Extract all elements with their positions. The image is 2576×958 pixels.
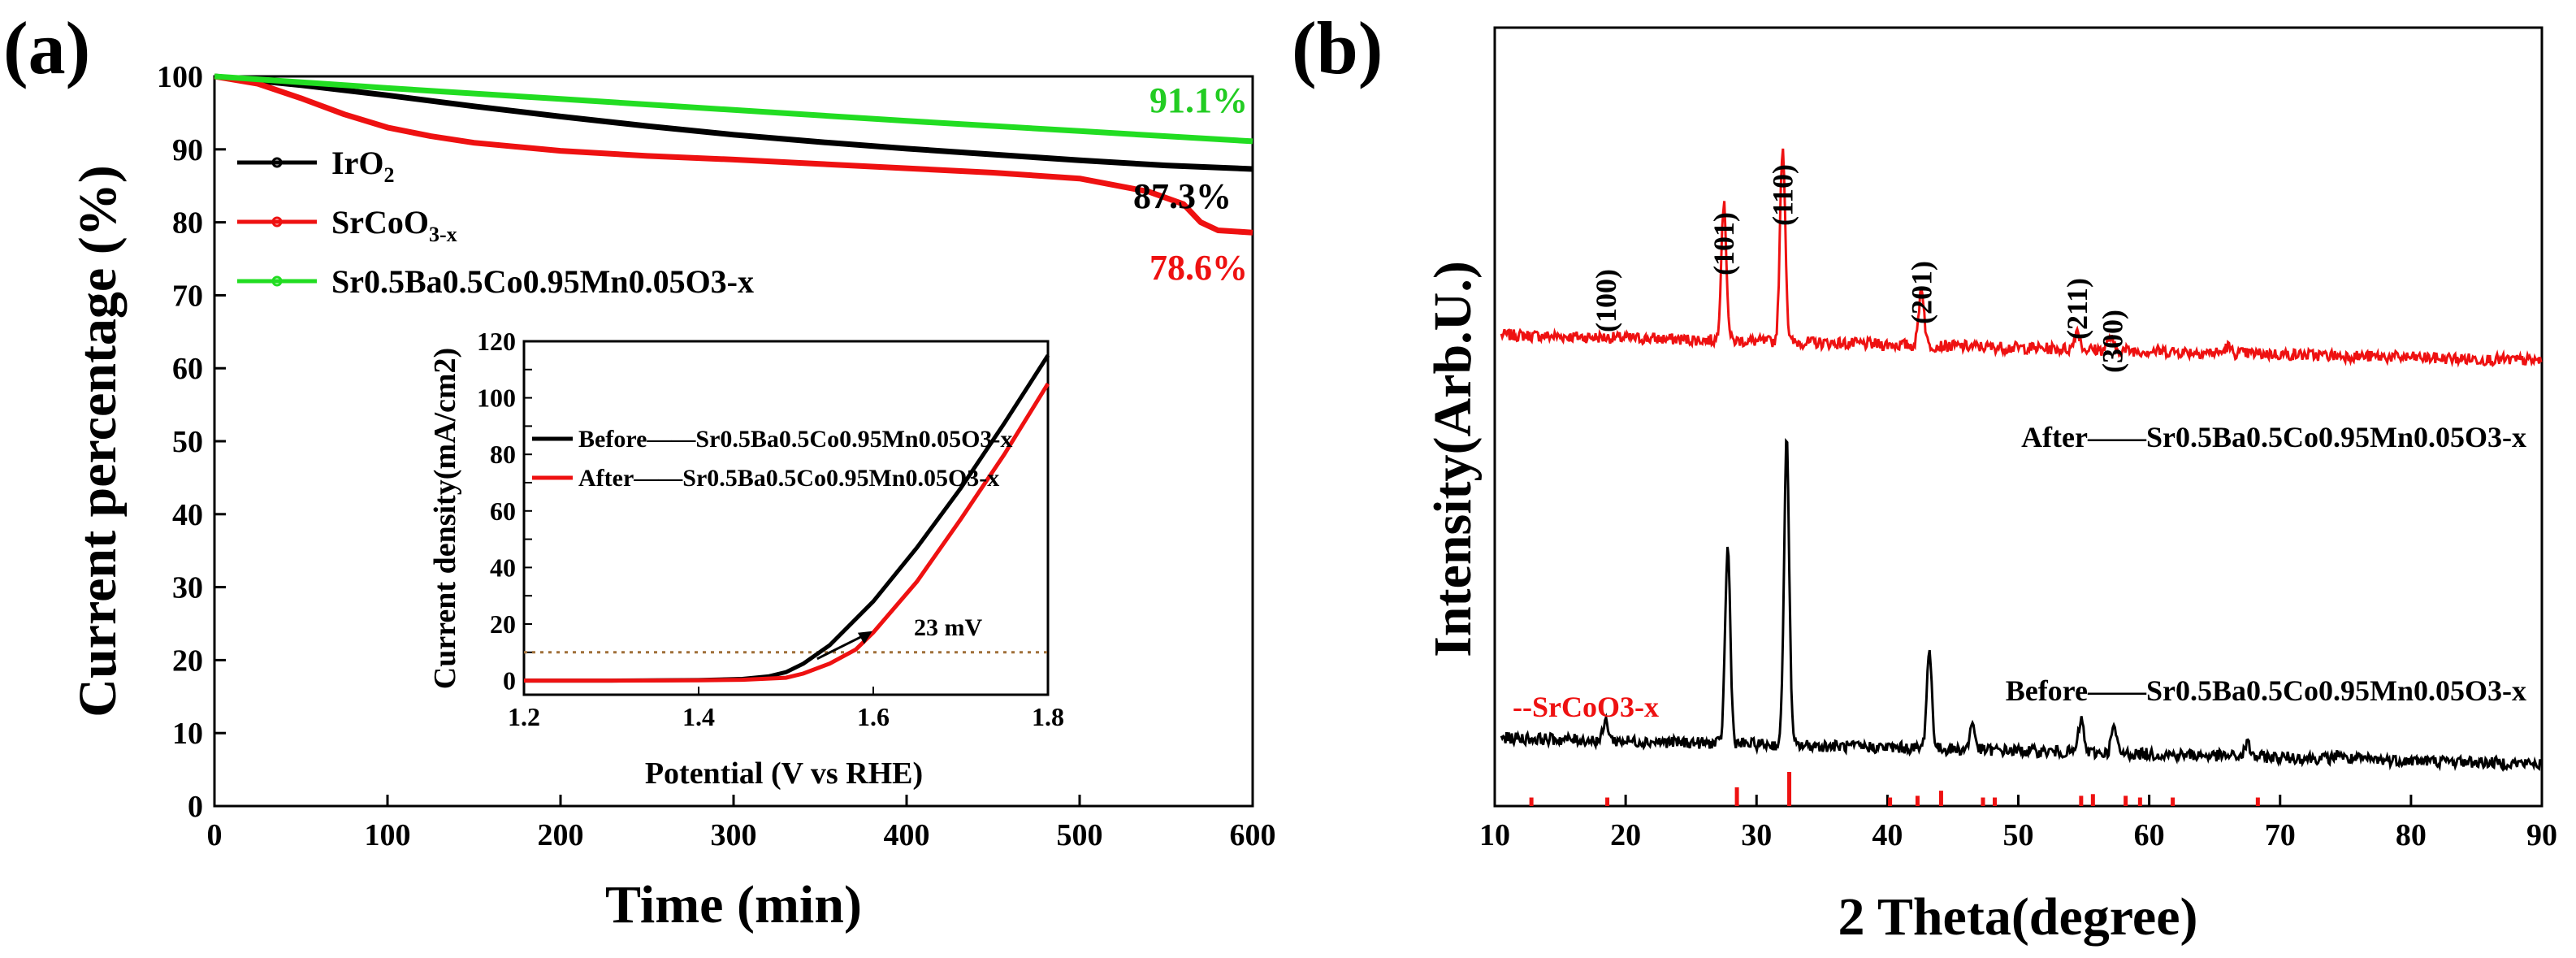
peak-label: (211): [2061, 278, 2093, 340]
peak-label: (110): [1766, 164, 1799, 226]
legend-marker-iro2: [271, 157, 283, 168]
inset-annotation-arrowhead: [857, 631, 872, 644]
inset-x-tick-label: 1.8: [1032, 702, 1064, 731]
a-x-tick-label: 100: [365, 818, 411, 852]
inset-annotation: 23 mV: [914, 614, 982, 641]
legend-marker-sbcm: [271, 275, 283, 287]
a-x-tick-label: 500: [1057, 818, 1103, 852]
inset-annotation-arrow: [816, 633, 867, 661]
plot-b-series: [1500, 148, 2543, 806]
inset-frame: [522, 340, 1050, 696]
inset-line-after: [524, 382, 1050, 683]
panel-a: (a) 0 100 200 300 400 500 60001020304050607080…: [3, 7, 1276, 934]
legend-item-sbcm: Sr0.5Ba0.5Co0.95Mn0.05O3-x: [237, 263, 754, 300]
inset-x-tick-label: 1.6: [857, 702, 890, 731]
b-x-axis-title: 2 Theta(degree): [1838, 887, 2198, 947]
a-y-tick-label: 0: [188, 790, 203, 824]
label-before: Before——Sr0.5Ba0.5Co0.95Mn0.05O3-x: [2006, 674, 2526, 707]
a-x-tick-label: 600: [1230, 818, 1276, 852]
b-x-tick-label: 50: [2003, 818, 2034, 852]
a-x-tick-label: 400: [884, 818, 930, 852]
series-line-SrCoO3-x: [214, 73, 1253, 236]
legend-a: IrO2 SrCoO3-x Sr0.5Ba0.5Co0.95Mn0.05O3-x: [237, 145, 754, 300]
legend-item-iro2: IrO2: [237, 145, 394, 187]
xrd-pattern-after: [1500, 148, 2543, 368]
a-y-tick-label: 60: [172, 352, 203, 386]
inset-legend-after: After——Sr0.5Ba0.5Co0.95Mn0.05O3-x: [578, 465, 999, 492]
inset-legend: Before——Sr0.5Ba0.5Co0.95Mn0.05O3-x After…: [532, 426, 1012, 492]
a-y-tick-label: 40: [172, 498, 203, 532]
a-y-tick-label: 30: [172, 571, 203, 605]
inset-legend-before: Before——Sr0.5Ba0.5Co0.95Mn0.05O3-x: [578, 426, 1012, 453]
legend-label-sbcm: Sr0.5Ba0.5Co0.95Mn0.05O3-x: [331, 263, 754, 300]
b-x-tick-label: 20: [1610, 818, 1641, 852]
a-y-tick-label: 20: [172, 644, 203, 678]
inset-x-tick-label: 1.4: [682, 702, 715, 731]
panel-a-label: (a): [3, 7, 90, 89]
inset-x-axis-title: Potential (V vs RHE): [645, 756, 923, 791]
end-label-sbcm: 91.1%: [1149, 80, 1248, 120]
a-x-tick-label: 200: [538, 818, 584, 852]
b-x-tick-label: 90: [2526, 818, 2557, 852]
a-y-tick-label: 50: [172, 425, 203, 459]
plot-b-ticks: 10 20 30 40 50 60 70 80 90: [1479, 795, 2557, 852]
legend-marker-srcoo3: [271, 216, 283, 228]
a-y-tick-label: 70: [172, 279, 203, 313]
series-line-IrO2: [214, 73, 1253, 172]
a-y-tick-label: 80: [172, 206, 203, 241]
xrd-pattern-before: [1500, 437, 2543, 773]
peak-label: (101): [1708, 212, 1740, 275]
plot-a-series: [214, 73, 1253, 236]
b-x-tick-label: 40: [1872, 818, 1903, 852]
inset-y-tick-label: 80: [490, 440, 516, 469]
inset-ticks: 1.2 1.4 1.6 1.8 0 20 40 60 80 100 120: [477, 327, 1064, 731]
legend-label-srcoo3: SrCoO3-x: [331, 204, 457, 246]
b-x-tick-label: 60: [2134, 818, 2165, 852]
a-y-tick-label: 100: [157, 60, 203, 94]
b-x-tick-label: 80: [2396, 818, 2427, 852]
b-x-tick-label: 10: [1479, 818, 1510, 852]
label-srcoo3-reference: --SrCoO3-x: [1513, 691, 1659, 723]
panel-b: (b) 10 20 30 40 50 60 70 80 90 2 Theta(degree) I…: [1292, 7, 2557, 947]
peak-label: (201): [1905, 261, 1937, 324]
peak-label: (100): [1590, 269, 1622, 332]
inset-x-tick-label: 1.2: [508, 702, 540, 731]
inset-y-tick-label: 0: [503, 666, 516, 696]
plot-a-ticks: 0 100 200 300 400 500 600010203040506070809010…: [157, 60, 1276, 852]
b-y-axis-title: Intensity(Arb.U.): [1423, 261, 1483, 657]
inset-y-tick-label: 60: [490, 496, 516, 526]
end-label-srcoo3: 78.6%: [1149, 248, 1248, 288]
a-y-tick-label: 10: [172, 717, 203, 751]
panel-b-label: (b): [1292, 7, 1383, 89]
label-after: After——Sr0.5Ba0.5Co0.95Mn0.05O3-x: [2021, 421, 2526, 453]
inset-y-tick-label: 20: [490, 609, 516, 639]
a-x-axis-title: Time (min): [605, 875, 862, 934]
b-x-tick-label: 70: [2265, 818, 2296, 852]
a-x-tick-label: 300: [711, 818, 757, 852]
peak-labels: (100) (101) (110) (201) (211)(300): [1590, 164, 2129, 373]
a-y-axis-title: Current percentage (%): [68, 165, 128, 717]
peak-label: (300): [2097, 310, 2129, 373]
inset-series: [524, 354, 1050, 683]
inset-y-tick-label: 120: [477, 327, 516, 356]
legend-item-srcoo3: SrCoO3-x: [237, 204, 457, 246]
a-x-tick-label: 0: [207, 818, 223, 852]
inset-y-tick-label: 40: [490, 553, 516, 582]
end-label-iro2: 87.3%: [1133, 176, 1232, 216]
inset-y-axis-title: Current density(mA/cm2): [428, 348, 462, 689]
series-line-SBCM: [214, 73, 1253, 145]
legend-label-iro2: IrO2: [331, 145, 394, 187]
inset-chart: 1.2 1.4 1.6 1.8 0 20 40 60 80 100 120 Potential (V…: [428, 327, 1064, 791]
inset-y-tick-label: 100: [477, 384, 516, 413]
a-y-tick-label: 90: [172, 133, 203, 167]
b-x-tick-label: 30: [1741, 818, 1772, 852]
